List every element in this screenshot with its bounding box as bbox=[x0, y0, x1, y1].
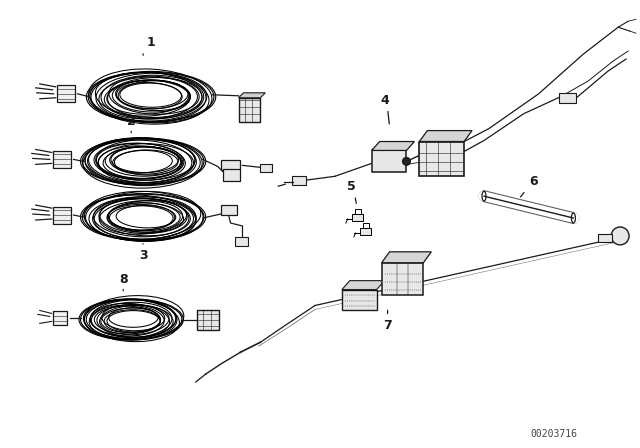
Text: 7: 7 bbox=[383, 319, 392, 332]
Bar bbox=[221, 160, 241, 170]
Text: 3: 3 bbox=[139, 249, 147, 262]
Bar bbox=[598, 234, 612, 242]
Bar bbox=[57, 86, 74, 102]
Polygon shape bbox=[239, 93, 266, 98]
Bar bbox=[352, 214, 363, 221]
Text: 5: 5 bbox=[348, 180, 356, 193]
Text: 4: 4 bbox=[380, 94, 389, 107]
Text: 1: 1 bbox=[147, 36, 156, 49]
Text: 6: 6 bbox=[529, 175, 538, 188]
Bar bbox=[221, 205, 237, 215]
Bar bbox=[260, 164, 272, 172]
Polygon shape bbox=[342, 280, 385, 289]
Bar bbox=[559, 93, 577, 103]
Bar bbox=[223, 169, 241, 181]
Bar bbox=[360, 228, 371, 235]
Bar bbox=[52, 207, 70, 224]
Polygon shape bbox=[419, 130, 472, 142]
Bar bbox=[381, 263, 423, 294]
Bar bbox=[234, 237, 248, 246]
Circle shape bbox=[403, 157, 410, 165]
Polygon shape bbox=[372, 142, 415, 151]
Text: 2: 2 bbox=[127, 115, 136, 128]
Bar bbox=[372, 151, 406, 172]
Bar bbox=[239, 98, 260, 122]
Bar bbox=[292, 177, 306, 185]
Bar bbox=[419, 142, 464, 177]
Bar bbox=[342, 289, 377, 310]
Bar bbox=[52, 151, 70, 168]
Circle shape bbox=[611, 227, 629, 245]
Bar bbox=[196, 310, 219, 330]
Polygon shape bbox=[381, 252, 431, 263]
Bar bbox=[52, 311, 67, 325]
Text: 00203716: 00203716 bbox=[530, 429, 577, 439]
Text: 8: 8 bbox=[119, 273, 127, 286]
